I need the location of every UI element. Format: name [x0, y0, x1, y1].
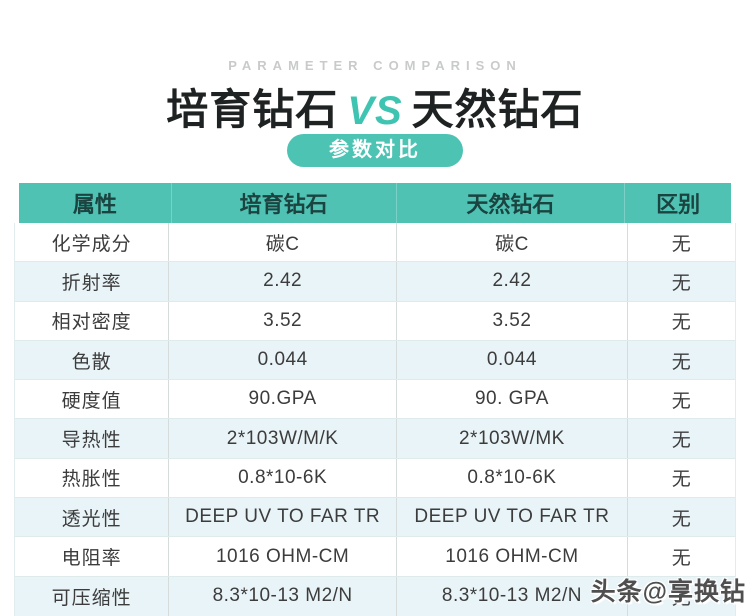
row-label: 导热性: [61, 430, 122, 452]
comparison-table: 属性 培育钻石 天然钻石 区别 化学成分 碳C 碳C 无折射率 2.42 2.42 无相对密…: [14, 183, 736, 616]
difference-value: 无: [626, 419, 735, 458]
table-row: 相对密度 3.52 3.52 无: [15, 301, 735, 341]
row-label: 折射率: [61, 272, 122, 294]
header-cell-attribute: 属性: [72, 192, 117, 217]
difference-value: 无: [626, 458, 735, 498]
row-label: 色散: [71, 351, 112, 373]
lab-diamond-value: 1016 OHM-CM: [168, 537, 396, 576]
natural-diamond-value: 2.42: [395, 262, 627, 301]
header-cell-lab-diamond: 培育钻石: [170, 183, 396, 223]
natural-diamond-value: 碳C: [395, 223, 627, 262]
table-row: 导热性 2*103W/M/K 2*103W/MK 无: [15, 419, 735, 459]
table-row: 色散 0.044 0.044 无: [15, 340, 735, 381]
natural-diamond-value: 90. GPA: [395, 380, 627, 419]
table-row: 电阻率 1016 OHM-CM 1016 OHM-CM 无: [15, 537, 735, 577]
header-cell-difference: 区别: [624, 183, 731, 223]
header-cell-natural-diamond: 天然钻石: [395, 183, 625, 223]
natural-diamond-value: 0.044: [395, 340, 627, 380]
table-row: 折射率 2.42 2.42 无: [15, 262, 735, 302]
title-left: 培育钻石: [166, 86, 339, 133]
natural-diamond-value: 3.52: [395, 301, 627, 340]
table-row: 化学成分 碳C 碳C 无: [15, 223, 735, 263]
difference-value: 无: [626, 380, 735, 419]
lab-diamond-value: 碳C: [168, 223, 396, 262]
difference-value: 无: [626, 262, 735, 301]
parameter-comparison-badge: 参数对比: [287, 134, 463, 167]
natural-diamond-value: 8.3*10-13 M2/N: [395, 576, 627, 616]
lab-diamond-value: 0.044: [168, 340, 396, 380]
lab-diamond-value: DEEP UV TO FAR TR: [168, 498, 396, 537]
lab-diamond-value: 90.GPA: [168, 380, 396, 419]
table-body: 化学成分 碳C 碳C 无折射率 2.42 2.42 无相对密度 3.52 3.52 无色散 0.04…: [14, 223, 736, 616]
natural-diamond-value: 0.8*10-6K: [395, 458, 627, 498]
difference-value: 无: [626, 537, 735, 576]
eyebrow-text: PARAMETER COMPARISON: [228, 58, 522, 73]
row-label: 硬度值: [61, 390, 122, 412]
difference-value: 无: [626, 576, 735, 616]
lab-diamond-value: 3.52: [168, 301, 396, 340]
row-label: 热胀性: [61, 469, 122, 491]
difference-value: 无: [626, 301, 735, 340]
table-row: 透光性 DEEP UV TO FAR TR DEEP UV TO FAR TR 无: [15, 498, 735, 538]
vs-badge: VS: [347, 89, 403, 133]
watermark: 头条@享换钻: [590, 578, 746, 606]
difference-value: 无: [626, 498, 735, 537]
row-label: 电阻率: [61, 548, 122, 570]
table-row: 硬度值 90.GPA 90. GPA 无: [15, 380, 735, 420]
lab-diamond-value: 2*103W/M/K: [168, 419, 396, 458]
title-right: 天然钻石: [411, 86, 584, 133]
natural-diamond-value: 2*103W/MK: [395, 419, 627, 458]
table-row: 可压缩性 8.3*10-13 M2/N 8.3*10-13 M2/N 无: [15, 576, 735, 616]
table-header: 属性 培育钻石 天然钻石 区别: [19, 183, 731, 223]
row-label: 透光性: [61, 508, 122, 530]
row-label: 可压缩性: [51, 587, 132, 609]
difference-value: 无: [626, 340, 735, 380]
lab-diamond-value: 8.3*10-13 M2/N: [168, 576, 396, 616]
difference-value: 无: [626, 223, 735, 262]
table-row: 热胀性 0.8*10-6K 0.8*10-6K 无: [15, 458, 735, 499]
page-title: 培育钻石 VS 天然钻石: [0, 76, 750, 137]
natural-diamond-value: DEEP UV TO FAR TR: [395, 498, 627, 537]
lab-diamond-value: 2.42: [168, 262, 396, 301]
natural-diamond-value: 1016 OHM-CM: [395, 537, 627, 576]
lab-diamond-value: 0.8*10-6K: [168, 458, 396, 498]
row-label: 化学成分: [51, 233, 132, 255]
row-label: 相对密度: [51, 312, 132, 334]
